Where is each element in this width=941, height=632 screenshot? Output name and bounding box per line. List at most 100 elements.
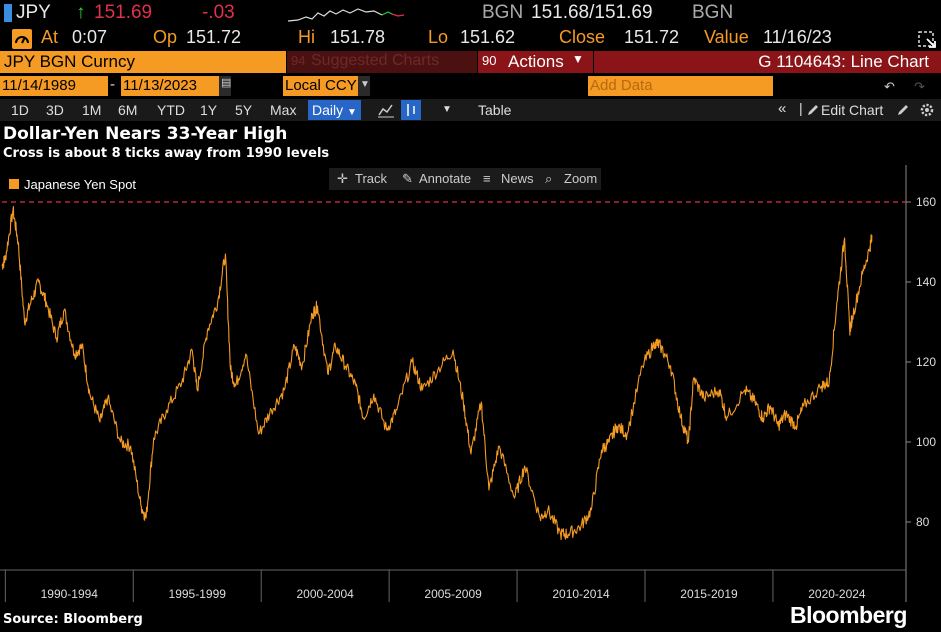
caret-down-icon: ▼ xyxy=(360,79,370,90)
edit-chart-button[interactable]: Edit Chart xyxy=(821,102,884,118)
y-tick-label: 120 xyxy=(916,355,936,369)
calendar-icon: ▤ xyxy=(221,77,232,89)
quote-source-2: BGN xyxy=(692,2,734,23)
at-label: At xyxy=(41,27,59,47)
redo-icon[interactable]: ↷ xyxy=(914,79,925,94)
bid-ask: 151.68/151.69 xyxy=(531,2,653,23)
y-tick-label: 140 xyxy=(916,275,936,289)
actions-prefix: 90 xyxy=(482,53,497,68)
ticker[interactable]: JPY xyxy=(16,2,51,23)
add-data-input[interactable]: Add Data xyxy=(588,76,773,96)
end-date-input[interactable]: 11/13/2023 xyxy=(121,76,219,96)
frequency-select[interactable]: Daily ▼ xyxy=(308,100,361,120)
pencil-icon xyxy=(808,105,818,115)
high-label: Hi xyxy=(298,27,315,47)
ticker-marker xyxy=(4,4,12,22)
series-line xyxy=(1,205,873,541)
security-field[interactable]: JPY BGN Curncy xyxy=(0,51,286,73)
y-tick-label: 160 xyxy=(916,195,936,209)
actions-label: Actions xyxy=(508,52,564,71)
chart-subtitle: Cross is about 8 ticks away from 1990 le… xyxy=(3,146,330,161)
bar-chart-button[interactable] xyxy=(401,100,421,120)
table-button[interactable]: Table xyxy=(478,102,512,118)
export-icon[interactable] xyxy=(917,29,937,49)
y-tick-label: 80 xyxy=(916,515,930,529)
chart-title: Dollar-Yen Nears 33-Year High xyxy=(3,124,288,144)
bloomberg-logo: Bloomberg xyxy=(790,602,907,628)
period-toolbar: 1D 3D 1M 6M YTD 1Y 5Y Max Daily ▼ ▼ Tabl… xyxy=(0,99,941,121)
start-date-input[interactable]: 11/14/1989 xyxy=(0,76,108,96)
date-toolbar: 11/14/1989 - 11/13/2023 ▤ Local CCY ▼ Ad… xyxy=(0,75,941,97)
chart-id-label: G 1104643: Line Chart xyxy=(758,52,929,71)
x-tick-label: 2005-2009 xyxy=(424,587,482,601)
chart-type-dropdown-icon[interactable]: ▼ xyxy=(442,104,452,115)
up-arrow-icon: ↑ xyxy=(76,2,86,23)
x-tick-label: 2000-2004 xyxy=(296,587,354,601)
stats-bar: At 0:07 Op 151.72 Hi 151.78 Lo 151.62 Cl… xyxy=(0,26,941,50)
line-chart-icon[interactable] xyxy=(377,102,395,118)
suggested-label: Suggested Charts xyxy=(311,52,440,69)
chart-id-title: G 1104643: Line Chart xyxy=(594,51,941,73)
value-date: 11/16/23 xyxy=(763,27,832,47)
legend-label: Japanese Yen Spot xyxy=(24,177,137,192)
price-change: -.03 xyxy=(202,2,235,23)
track-button[interactable]: Track xyxy=(355,171,388,186)
low-value: 151.62 xyxy=(460,27,516,47)
period-max[interactable]: Max xyxy=(270,102,297,118)
edit-separator: | xyxy=(799,100,803,116)
annotate-button[interactable]: Annotate xyxy=(419,171,472,186)
date-separator: - xyxy=(110,76,115,93)
edit-icon[interactable] xyxy=(896,103,910,117)
gauge-icon xyxy=(12,29,32,49)
quote-bar: JPY ↑ 151.69 -.03 BGN 151.68/151.69 BGN xyxy=(0,0,941,26)
period-3d[interactable]: 3D xyxy=(46,102,64,118)
news-icon: ≡ xyxy=(483,171,491,186)
collapse-icon[interactable]: « xyxy=(778,100,787,117)
open-label: Op xyxy=(153,27,178,47)
x-tick-label: 2015-2019 xyxy=(680,587,738,601)
x-tick-label: 1995-1999 xyxy=(169,587,227,601)
line-chart[interactable]: 80 100 120 140 160 1990-1994 1995-1999 2000-200… xyxy=(0,165,941,605)
currency-dropdown[interactable]: ▼ xyxy=(358,76,370,96)
suggested-charts-button[interactable]: 94 Suggested Charts xyxy=(287,51,477,73)
security-label: JPY BGN Curncy xyxy=(4,52,136,71)
news-button[interactable]: News xyxy=(501,171,534,186)
zoom-icon: ⌕ xyxy=(545,171,553,186)
period-1y[interactable]: 1Y xyxy=(200,102,218,118)
x-tick-label: 2010-2014 xyxy=(552,587,610,601)
source-note: Source: Bloomberg xyxy=(3,612,143,627)
legend-swatch xyxy=(9,179,19,189)
x-tick-label: 1990-1994 xyxy=(41,587,99,601)
currency-select[interactable]: Local CCY xyxy=(283,76,358,96)
quote-source: BGN xyxy=(482,2,524,23)
annotate-icon: ✎ xyxy=(402,171,413,186)
low-label: Lo xyxy=(428,27,449,47)
track-icon: ✛ xyxy=(337,171,348,186)
calendar-button[interactable]: ▤ xyxy=(219,76,231,96)
undo-icon[interactable]: ↶ xyxy=(884,79,895,94)
close-label: Close xyxy=(559,27,606,47)
frequency-label: Daily xyxy=(312,102,344,118)
caret-down-icon: ▼ xyxy=(572,52,584,66)
at-value: 0:07 xyxy=(72,27,108,47)
close-value: 151.72 xyxy=(624,27,680,47)
suggested-prefix: 94 xyxy=(291,53,306,68)
period-ytd[interactable]: YTD xyxy=(157,102,185,118)
period-1d[interactable]: 1D xyxy=(11,102,29,118)
period-1m[interactable]: 1M xyxy=(82,102,102,118)
x-tick-label: 2020-2024 xyxy=(808,587,866,601)
value-label: Value xyxy=(704,27,749,47)
y-tick-label: 100 xyxy=(916,435,936,449)
last-price: 151.69 xyxy=(94,2,153,23)
period-6m[interactable]: 6M xyxy=(118,102,138,118)
chart-tools xyxy=(329,168,601,190)
open-value: 151.72 xyxy=(186,27,242,47)
security-toolbar: JPY BGN Curncy 94 Suggested Charts 90 Ac… xyxy=(0,51,941,73)
gear-icon[interactable] xyxy=(919,102,935,118)
caret-down-icon: ▼ xyxy=(347,107,357,118)
actions-button[interactable]: 90 Actions ▼ xyxy=(478,51,593,73)
period-5y[interactable]: 5Y xyxy=(235,102,253,118)
sparkline-icon xyxy=(288,8,405,22)
zoom-button[interactable]: Zoom xyxy=(564,171,598,186)
high-value: 151.78 xyxy=(330,27,386,47)
